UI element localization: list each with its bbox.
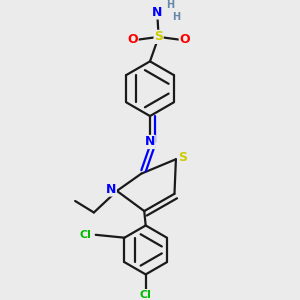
Text: O: O <box>128 33 138 46</box>
Text: Cl: Cl <box>140 290 152 300</box>
Text: N: N <box>145 136 155 148</box>
Text: H: H <box>166 0 174 10</box>
Text: H: H <box>172 12 180 22</box>
Text: S: S <box>154 30 163 44</box>
Text: N: N <box>152 6 162 19</box>
Text: O: O <box>179 33 190 46</box>
Text: N: N <box>106 183 116 196</box>
Text: S: S <box>178 151 188 164</box>
Text: Cl: Cl <box>80 230 92 240</box>
